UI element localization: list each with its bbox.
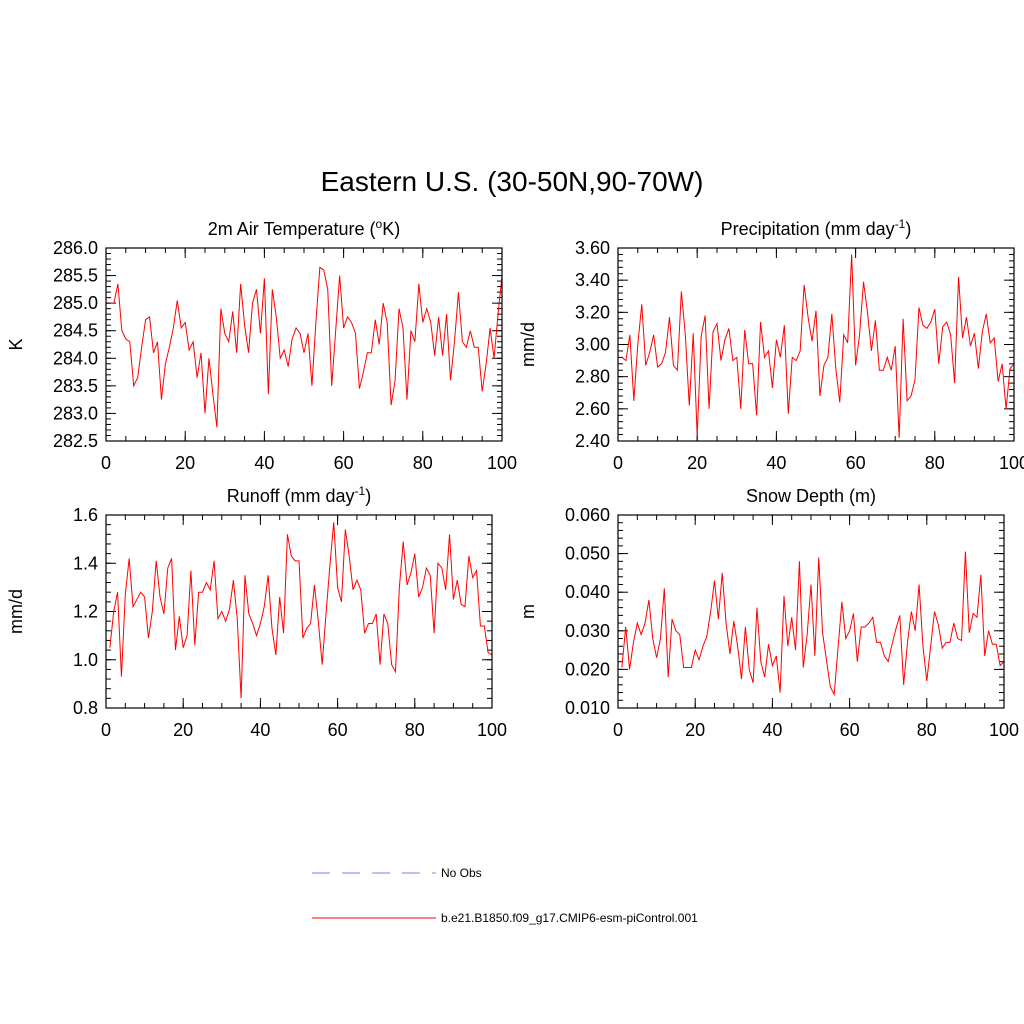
snow-depth-plot-frame: [617, 514, 1005, 709]
precipitation-series-line: [621, 254, 1015, 438]
precipitation-y-tick-label: 3.00: [575, 335, 610, 355]
temperature-y-tick-label: 285.5: [53, 266, 98, 286]
temperature-x-tick-label: 80: [413, 453, 433, 473]
runoff-y-tick-label: 1.4: [73, 553, 98, 573]
precipitation-x-tick-label: 100: [999, 453, 1024, 473]
precipitation-x-tick-label: 80: [925, 453, 945, 473]
precipitation-x-tick-label: 60: [846, 453, 866, 473]
temperature-x-tick-label: 100: [487, 453, 517, 473]
temperature-y-tick-label: 284.5: [53, 321, 98, 341]
temperature-plot-frame: [105, 247, 503, 442]
runoff-y-tick-label: 1.0: [73, 650, 98, 670]
precipitation-x-tick-label: 0: [613, 453, 623, 473]
runoff-y-tick-label: 0.8: [73, 698, 98, 718]
legend-label-no-obs: No Obs: [441, 866, 482, 880]
runoff-title: Runoff (mm day-1): [227, 484, 371, 506]
snow-depth-x-tick-label: 60: [840, 720, 860, 740]
runoff-y-tick-label: 1.6: [73, 505, 98, 525]
temperature-y-tick-label: 283.5: [53, 376, 98, 396]
snow-depth-x-tick-label: 100: [989, 720, 1019, 740]
snow-depth-title: Snow Depth (m): [746, 486, 876, 506]
precipitation-plot-frame: [617, 247, 1015, 442]
precipitation-y-tick-label: 2.80: [575, 367, 610, 387]
runoff-x-tick-label: 40: [250, 720, 270, 740]
runoff-x-tick-label: 100: [477, 720, 507, 740]
snow-depth-y-tick-label: 0.030: [565, 621, 610, 641]
snow-depth-y-tick-label: 0.020: [565, 659, 610, 679]
runoff-x-tick-label: 80: [405, 720, 425, 740]
snow-depth-y-tick-label: 0.060: [565, 505, 610, 525]
precipitation-y-tick-label: 3.60: [575, 238, 610, 258]
snow-depth-ylabel: m: [518, 604, 538, 619]
snow-depth-x-tick-label: 20: [685, 720, 705, 740]
precipitation-y-tick-label: 3.20: [575, 302, 610, 322]
temperature-series-line: [109, 266, 503, 428]
snow-depth-x-tick-label: 80: [917, 720, 937, 740]
runoff-x-tick-label: 60: [328, 720, 348, 740]
runoff-series-line: [109, 522, 493, 699]
figure-title: Eastern U.S. (30-50N,90-70W): [320, 166, 704, 197]
temperature-y-tick-label: 285.0: [53, 293, 98, 313]
temperature-y-tick-label: 282.5: [53, 431, 98, 451]
precipitation-y-tick-label: 2.40: [575, 431, 610, 451]
runoff-x-tick-label: 20: [173, 720, 193, 740]
snow-depth-x-tick-label: 40: [762, 720, 782, 740]
runoff-plot-frame: [105, 514, 493, 709]
precipitation-x-tick-label: 20: [687, 453, 707, 473]
temperature-y-tick-label: 286.0: [53, 238, 98, 258]
snow-depth-y-tick-label: 0.050: [565, 544, 610, 564]
snow-depth-y-tick-label: 0.040: [565, 582, 610, 602]
temperature-ylabel: K: [6, 338, 26, 350]
snow-depth-x-tick-label: 0: [613, 720, 623, 740]
runoff-ylabel: mm/d: [6, 589, 26, 634]
runoff-x-tick-label: 0: [101, 720, 111, 740]
temperature-x-tick-label: 0: [101, 453, 111, 473]
snow-depth-series-line: [621, 551, 1005, 697]
legend-label-model: b.e21.B1850.f09_g17.CMIP6-esm-piControl.…: [441, 911, 698, 925]
precipitation-y-tick-label: 3.40: [575, 270, 610, 290]
precipitation-y-tick-label: 2.60: [575, 399, 610, 419]
precipitation-title: Precipitation (mm day-1): [721, 217, 912, 239]
temperature-y-tick-label: 283.0: [53, 403, 98, 423]
temperature-y-tick-label: 284.0: [53, 348, 98, 368]
precipitation-ylabel: mm/d: [518, 322, 538, 367]
temperature-x-tick-label: 60: [334, 453, 354, 473]
temperature-title: 2m Air Temperature (oK): [208, 217, 400, 239]
snow-depth-y-tick-label: 0.010: [565, 698, 610, 718]
precipitation-x-tick-label: 40: [766, 453, 786, 473]
temperature-x-tick-label: 40: [254, 453, 274, 473]
temperature-x-tick-label: 20: [175, 453, 195, 473]
runoff-y-tick-label: 1.2: [73, 602, 98, 622]
